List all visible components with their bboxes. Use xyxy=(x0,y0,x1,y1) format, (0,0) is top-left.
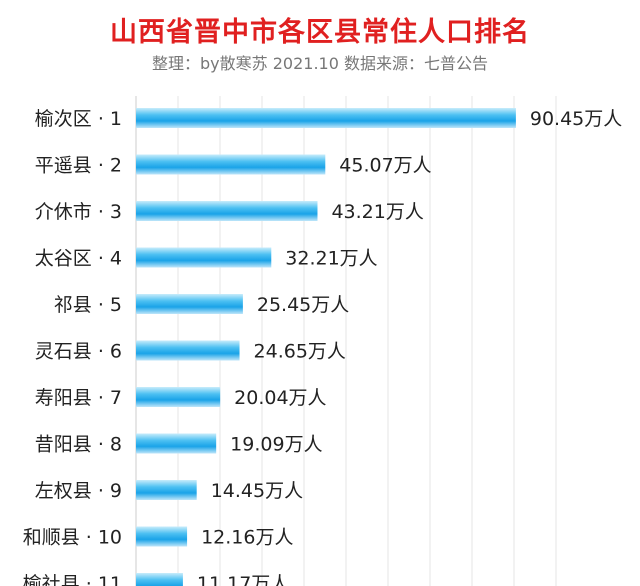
bar xyxy=(136,573,183,586)
value-label: 43.21万人 xyxy=(331,201,423,223)
category-label: 平遥县 · 2 xyxy=(35,155,122,177)
category-label: 榆社县 · 11 xyxy=(23,573,122,586)
category-label: 寿阳县 · 7 xyxy=(35,387,122,409)
value-label: 20.04万人 xyxy=(234,387,326,409)
value-label: 45.07万人 xyxy=(339,155,431,177)
category-label: 和顺县 · 10 xyxy=(23,527,122,549)
category-label: 太谷区 · 4 xyxy=(35,248,122,270)
bar xyxy=(136,480,197,500)
value-label: 90.45万人 xyxy=(530,108,622,130)
chart-subtitle: 整理：by散寒苏 2021.10 数据来源：七普公告 xyxy=(152,54,488,73)
value-label: 14.45万人 xyxy=(211,480,303,502)
bar xyxy=(136,201,318,221)
value-label: 12.16万人 xyxy=(201,527,293,549)
bar xyxy=(136,526,188,547)
bar xyxy=(136,387,221,407)
bar xyxy=(136,433,217,454)
bar xyxy=(136,108,516,128)
category-label: 灵石县 · 6 xyxy=(35,341,122,363)
bar xyxy=(136,247,272,268)
category-label: 昔阳县 · 8 xyxy=(35,434,122,456)
chart-title: 山西省晋中市各区县常住人口排名 xyxy=(110,17,530,48)
value-label: 11.17万人 xyxy=(197,573,289,586)
category-label: 左权县 · 9 xyxy=(35,480,122,502)
value-label: 19.09万人 xyxy=(230,434,322,456)
bar xyxy=(136,154,326,175)
value-label: 24.65万人 xyxy=(254,341,346,363)
bar xyxy=(136,340,240,361)
bar xyxy=(136,294,243,314)
value-label: 25.45万人 xyxy=(257,294,349,316)
value-label: 32.21万人 xyxy=(285,248,377,270)
category-label: 榆次区 · 1 xyxy=(35,108,122,130)
category-label: 祁县 · 5 xyxy=(54,294,122,316)
category-label: 介休市 · 3 xyxy=(35,201,122,223)
